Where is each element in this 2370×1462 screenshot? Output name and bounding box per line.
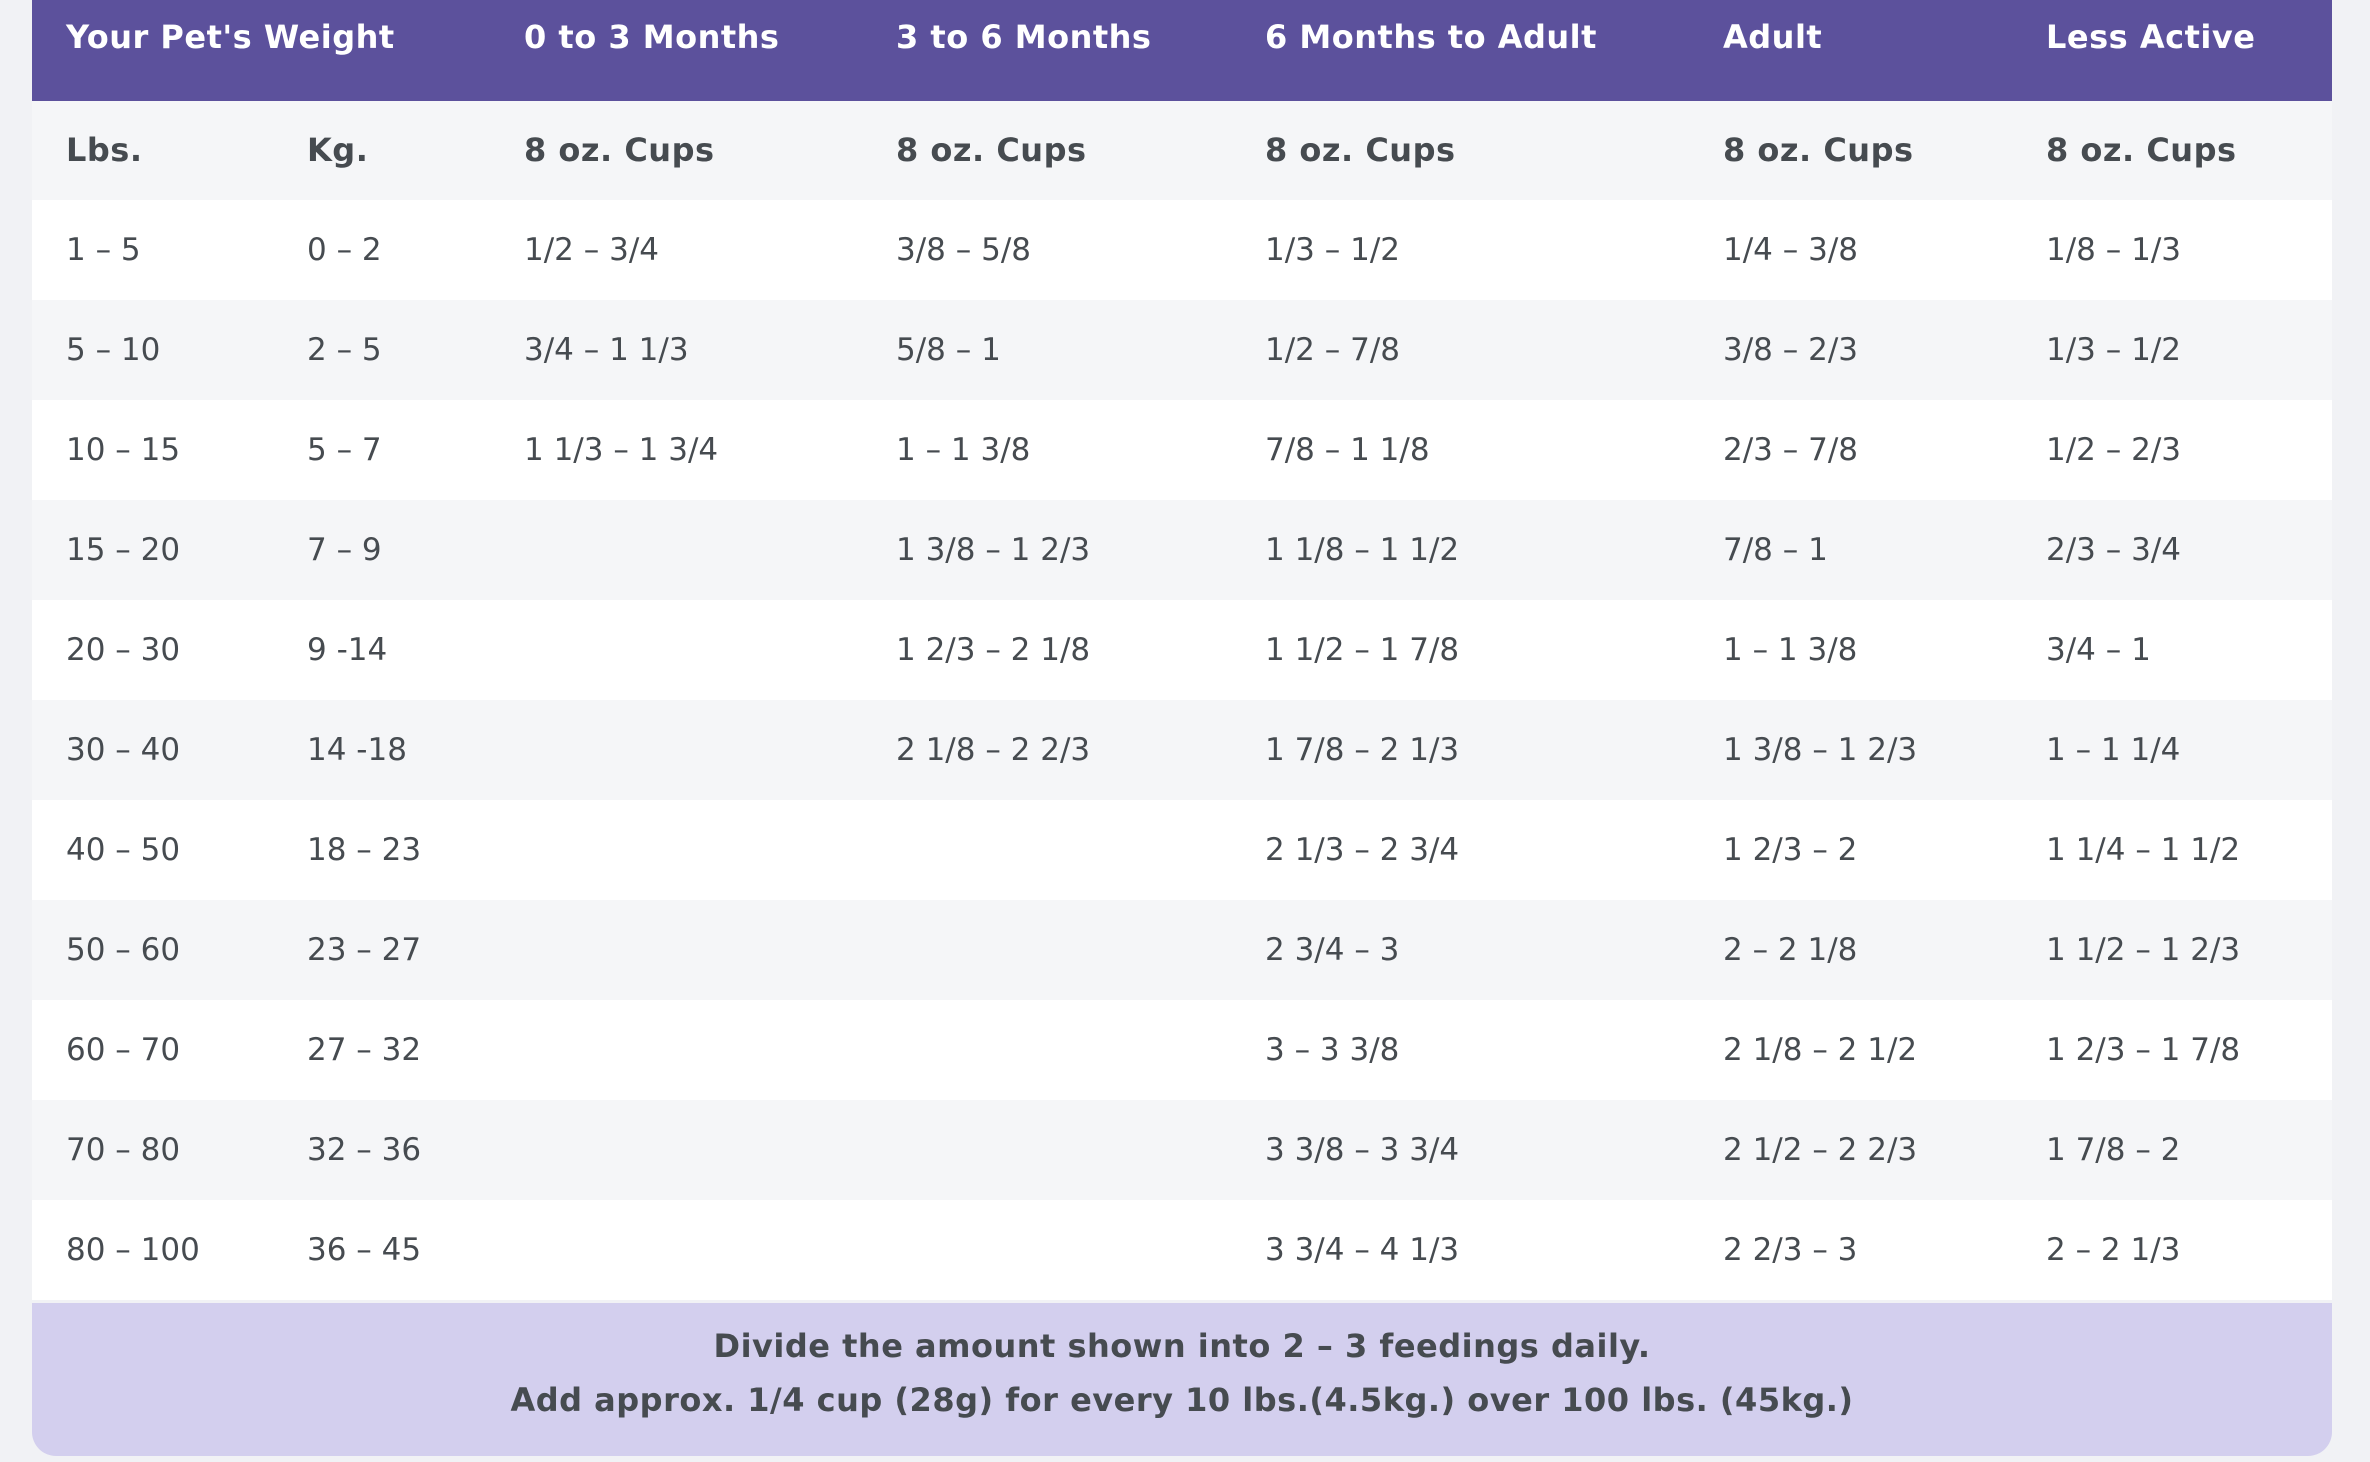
table-cell: 1/2 – 7/8 bbox=[1265, 332, 1400, 368]
table-row: 15 – 20 7 – 9 1 3/8 – 1 2/3 1 1/8 – 1 1/2 7/… bbox=[32, 500, 2332, 600]
table-cell: 40 – 50 bbox=[66, 832, 181, 868]
table-cell: 3 – 3 3/8 bbox=[1265, 1032, 1400, 1068]
table-row: 20 – 30 9 -14 1 2/3 – 2 1/8 1 1/2 – 1 7/8 1 … bbox=[32, 600, 2332, 700]
table-row: 50 – 60 23 – 27 2 3/4 – 3 2 – 2 1/8 1 1/2 – … bbox=[32, 900, 2332, 1000]
table-cell: 0 – 2 bbox=[307, 232, 382, 268]
table-cell: 1 – 5 bbox=[66, 232, 141, 268]
subheader-cups: 8 oz. Cups bbox=[1723, 131, 1914, 169]
table-cell: 3/4 – 1 bbox=[2046, 632, 2151, 668]
subheader-cups: 8 oz. Cups bbox=[896, 131, 1087, 169]
table-cell: 3 3/8 – 3 3/4 bbox=[1265, 1132, 1460, 1168]
table-cell: 3/8 – 2/3 bbox=[1723, 332, 1858, 368]
feeding-note-line-1: Divide the amount shown into 2 – 3 feedi… bbox=[713, 1327, 1651, 1365]
table-row: 60 – 70 27 – 32 3 – 3 3/8 2 1/8 – 2 1/2 1 2/… bbox=[32, 1000, 2332, 1100]
table-cell: 1 1/8 – 1 1/2 bbox=[1265, 532, 1460, 568]
table-row: 40 – 50 18 – 23 2 1/3 – 2 3/4 1 2/3 – 2 1 1/… bbox=[32, 800, 2332, 900]
table-cell: 1/3 – 1/2 bbox=[1265, 232, 1400, 268]
header-3-6-months: 3 to 6 Months bbox=[896, 18, 1152, 56]
table-cell: 27 – 32 bbox=[307, 1032, 422, 1068]
table-row: 30 – 40 14 -18 2 1/8 – 2 2/3 1 7/8 – 2 1/3 1… bbox=[32, 700, 2332, 800]
table-cell: 5/8 – 1 bbox=[896, 332, 1001, 368]
header-adult: Adult bbox=[1723, 18, 1823, 56]
table-cell: 7/8 – 1 1/8 bbox=[1265, 432, 1430, 468]
table-cell: 3/8 – 5/8 bbox=[896, 232, 1031, 268]
subheader-kg: Kg. bbox=[307, 131, 369, 169]
feeding-note-line-2: Add approx. 1/4 cup (28g) for every 10 l… bbox=[510, 1381, 1854, 1419]
table-row: 70 – 80 32 – 36 3 3/8 – 3 3/4 2 1/2 – 2 2/3… bbox=[32, 1100, 2332, 1200]
table-cell: 3/4 – 1 1/3 bbox=[524, 332, 689, 368]
table-cell: 70 – 80 bbox=[66, 1132, 181, 1168]
table-cell: 5 – 7 bbox=[307, 432, 382, 468]
table-cell: 1 – 1 1/4 bbox=[2046, 732, 2181, 768]
table-cell: 1 7/8 – 2 1/3 bbox=[1265, 732, 1460, 768]
table-cell: 5 – 10 bbox=[66, 332, 161, 368]
table-row: 1 – 5 0 – 2 1/2 – 3/4 3/8 – 5/8 1/3 – 1/2 1/4… bbox=[32, 200, 2332, 300]
table-cell: 2 1/3 – 2 3/4 bbox=[1265, 832, 1460, 868]
table-cell: 2 1/2 – 2 2/3 bbox=[1723, 1132, 1918, 1168]
table-cell: 14 -18 bbox=[307, 732, 407, 768]
table-cell: 1 2/3 – 2 1/8 bbox=[896, 632, 1091, 668]
header-0-3-months: 0 to 3 Months bbox=[524, 18, 780, 56]
table-cell: 36 – 45 bbox=[307, 1232, 422, 1268]
table-cell: 1 – 1 3/8 bbox=[896, 432, 1031, 468]
table-cell: 1/2 – 2/3 bbox=[2046, 432, 2181, 468]
table-cell: 2 2/3 – 3 bbox=[1723, 1232, 1858, 1268]
subheader-lbs: Lbs. bbox=[66, 131, 143, 169]
table-cell: 80 – 100 bbox=[66, 1232, 200, 1268]
table-cell: 1/8 – 1/3 bbox=[2046, 232, 2181, 268]
table-row: 10 – 15 5 – 7 1 1/3 – 1 3/4 1 – 1 3/8 7/8 – … bbox=[32, 400, 2332, 500]
subheader-cups: 8 oz. Cups bbox=[2046, 131, 2237, 169]
table-cell: 32 – 36 bbox=[307, 1132, 422, 1168]
table-cell: 2/3 – 7/8 bbox=[1723, 432, 1858, 468]
table-cell: 1 7/8 – 2 bbox=[2046, 1132, 2181, 1168]
table-header-row: Your Pet's Weight 0 to 3 Months 3 to 6 M… bbox=[32, 0, 2332, 101]
table-cell: 1/4 – 3/8 bbox=[1723, 232, 1858, 268]
subheader-cups: 8 oz. Cups bbox=[524, 131, 715, 169]
table-cell: 18 – 23 bbox=[307, 832, 422, 868]
table-cell: 2 – 5 bbox=[307, 332, 382, 368]
table-cell: 50 – 60 bbox=[66, 932, 181, 968]
table-cell: 23 – 27 bbox=[307, 932, 422, 968]
table-cell: 1 – 1 3/8 bbox=[1723, 632, 1858, 668]
table-cell: 2 3/4 – 3 bbox=[1265, 932, 1400, 968]
table-cell: 2 1/8 – 2 1/2 bbox=[1723, 1032, 1918, 1068]
table-cell: 2 – 2 1/8 bbox=[1723, 932, 1858, 968]
table-body: 1 – 5 0 – 2 1/2 – 3/4 3/8 – 5/8 1/3 – 1/2 1/4… bbox=[32, 200, 2332, 1300]
table-cell: 10 – 15 bbox=[66, 432, 181, 468]
table-cell: 30 – 40 bbox=[66, 732, 181, 768]
table-cell: 1 2/3 – 2 bbox=[1723, 832, 1858, 868]
table-row: 80 – 100 36 – 45 3 3/4 – 4 1/3 2 2/3 – 3 2 –… bbox=[32, 1200, 2332, 1300]
table-cell: 7 – 9 bbox=[307, 532, 382, 568]
table-cell: 1/3 – 1/2 bbox=[2046, 332, 2181, 368]
subheader-cups: 8 oz. Cups bbox=[1265, 131, 1456, 169]
table-cell: 9 -14 bbox=[307, 632, 388, 668]
table-cell: 20 – 30 bbox=[66, 632, 181, 668]
table-cell: 1 1/2 – 1 7/8 bbox=[1265, 632, 1460, 668]
table-cell: 1 3/8 – 1 2/3 bbox=[896, 532, 1091, 568]
table-cell: 1 3/8 – 1 2/3 bbox=[1723, 732, 1918, 768]
feeding-note: Divide the amount shown into 2 – 3 feedi… bbox=[32, 1303, 2332, 1456]
table-cell: 60 – 70 bbox=[66, 1032, 181, 1068]
header-weight: Your Pet's Weight bbox=[66, 18, 395, 56]
table-cell: 2 – 2 1/3 bbox=[2046, 1232, 2181, 1268]
table-cell: 2/3 – 3/4 bbox=[2046, 532, 2181, 568]
table-subheader-row: Lbs. Kg. 8 oz. Cups 8 oz. Cups 8 oz. Cup… bbox=[32, 101, 2332, 200]
table-cell: 7/8 – 1 bbox=[1723, 532, 1828, 568]
table-cell: 1 2/3 – 1 7/8 bbox=[2046, 1032, 2241, 1068]
table-cell: 2 1/8 – 2 2/3 bbox=[896, 732, 1091, 768]
table-cell: 15 – 20 bbox=[66, 532, 181, 568]
table-cell: 1 1/3 – 1 3/4 bbox=[524, 432, 719, 468]
table-cell: 1/2 – 3/4 bbox=[524, 232, 659, 268]
table-cell: 3 3/4 – 4 1/3 bbox=[1265, 1232, 1460, 1268]
table-cell: 1 1/2 – 1 2/3 bbox=[2046, 932, 2241, 968]
table-row: 5 – 10 2 – 5 3/4 – 1 1/3 5/8 – 1 1/2 – 7/8 3/… bbox=[32, 300, 2332, 400]
feeding-chart-table: Your Pet's Weight 0 to 3 Months 3 to 6 M… bbox=[32, 0, 2332, 1300]
header-6-months-adult: 6 Months to Adult bbox=[1265, 18, 1597, 56]
table-cell: 1 1/4 – 1 1/2 bbox=[2046, 832, 2241, 868]
header-less-active: Less Active bbox=[2046, 18, 2256, 56]
